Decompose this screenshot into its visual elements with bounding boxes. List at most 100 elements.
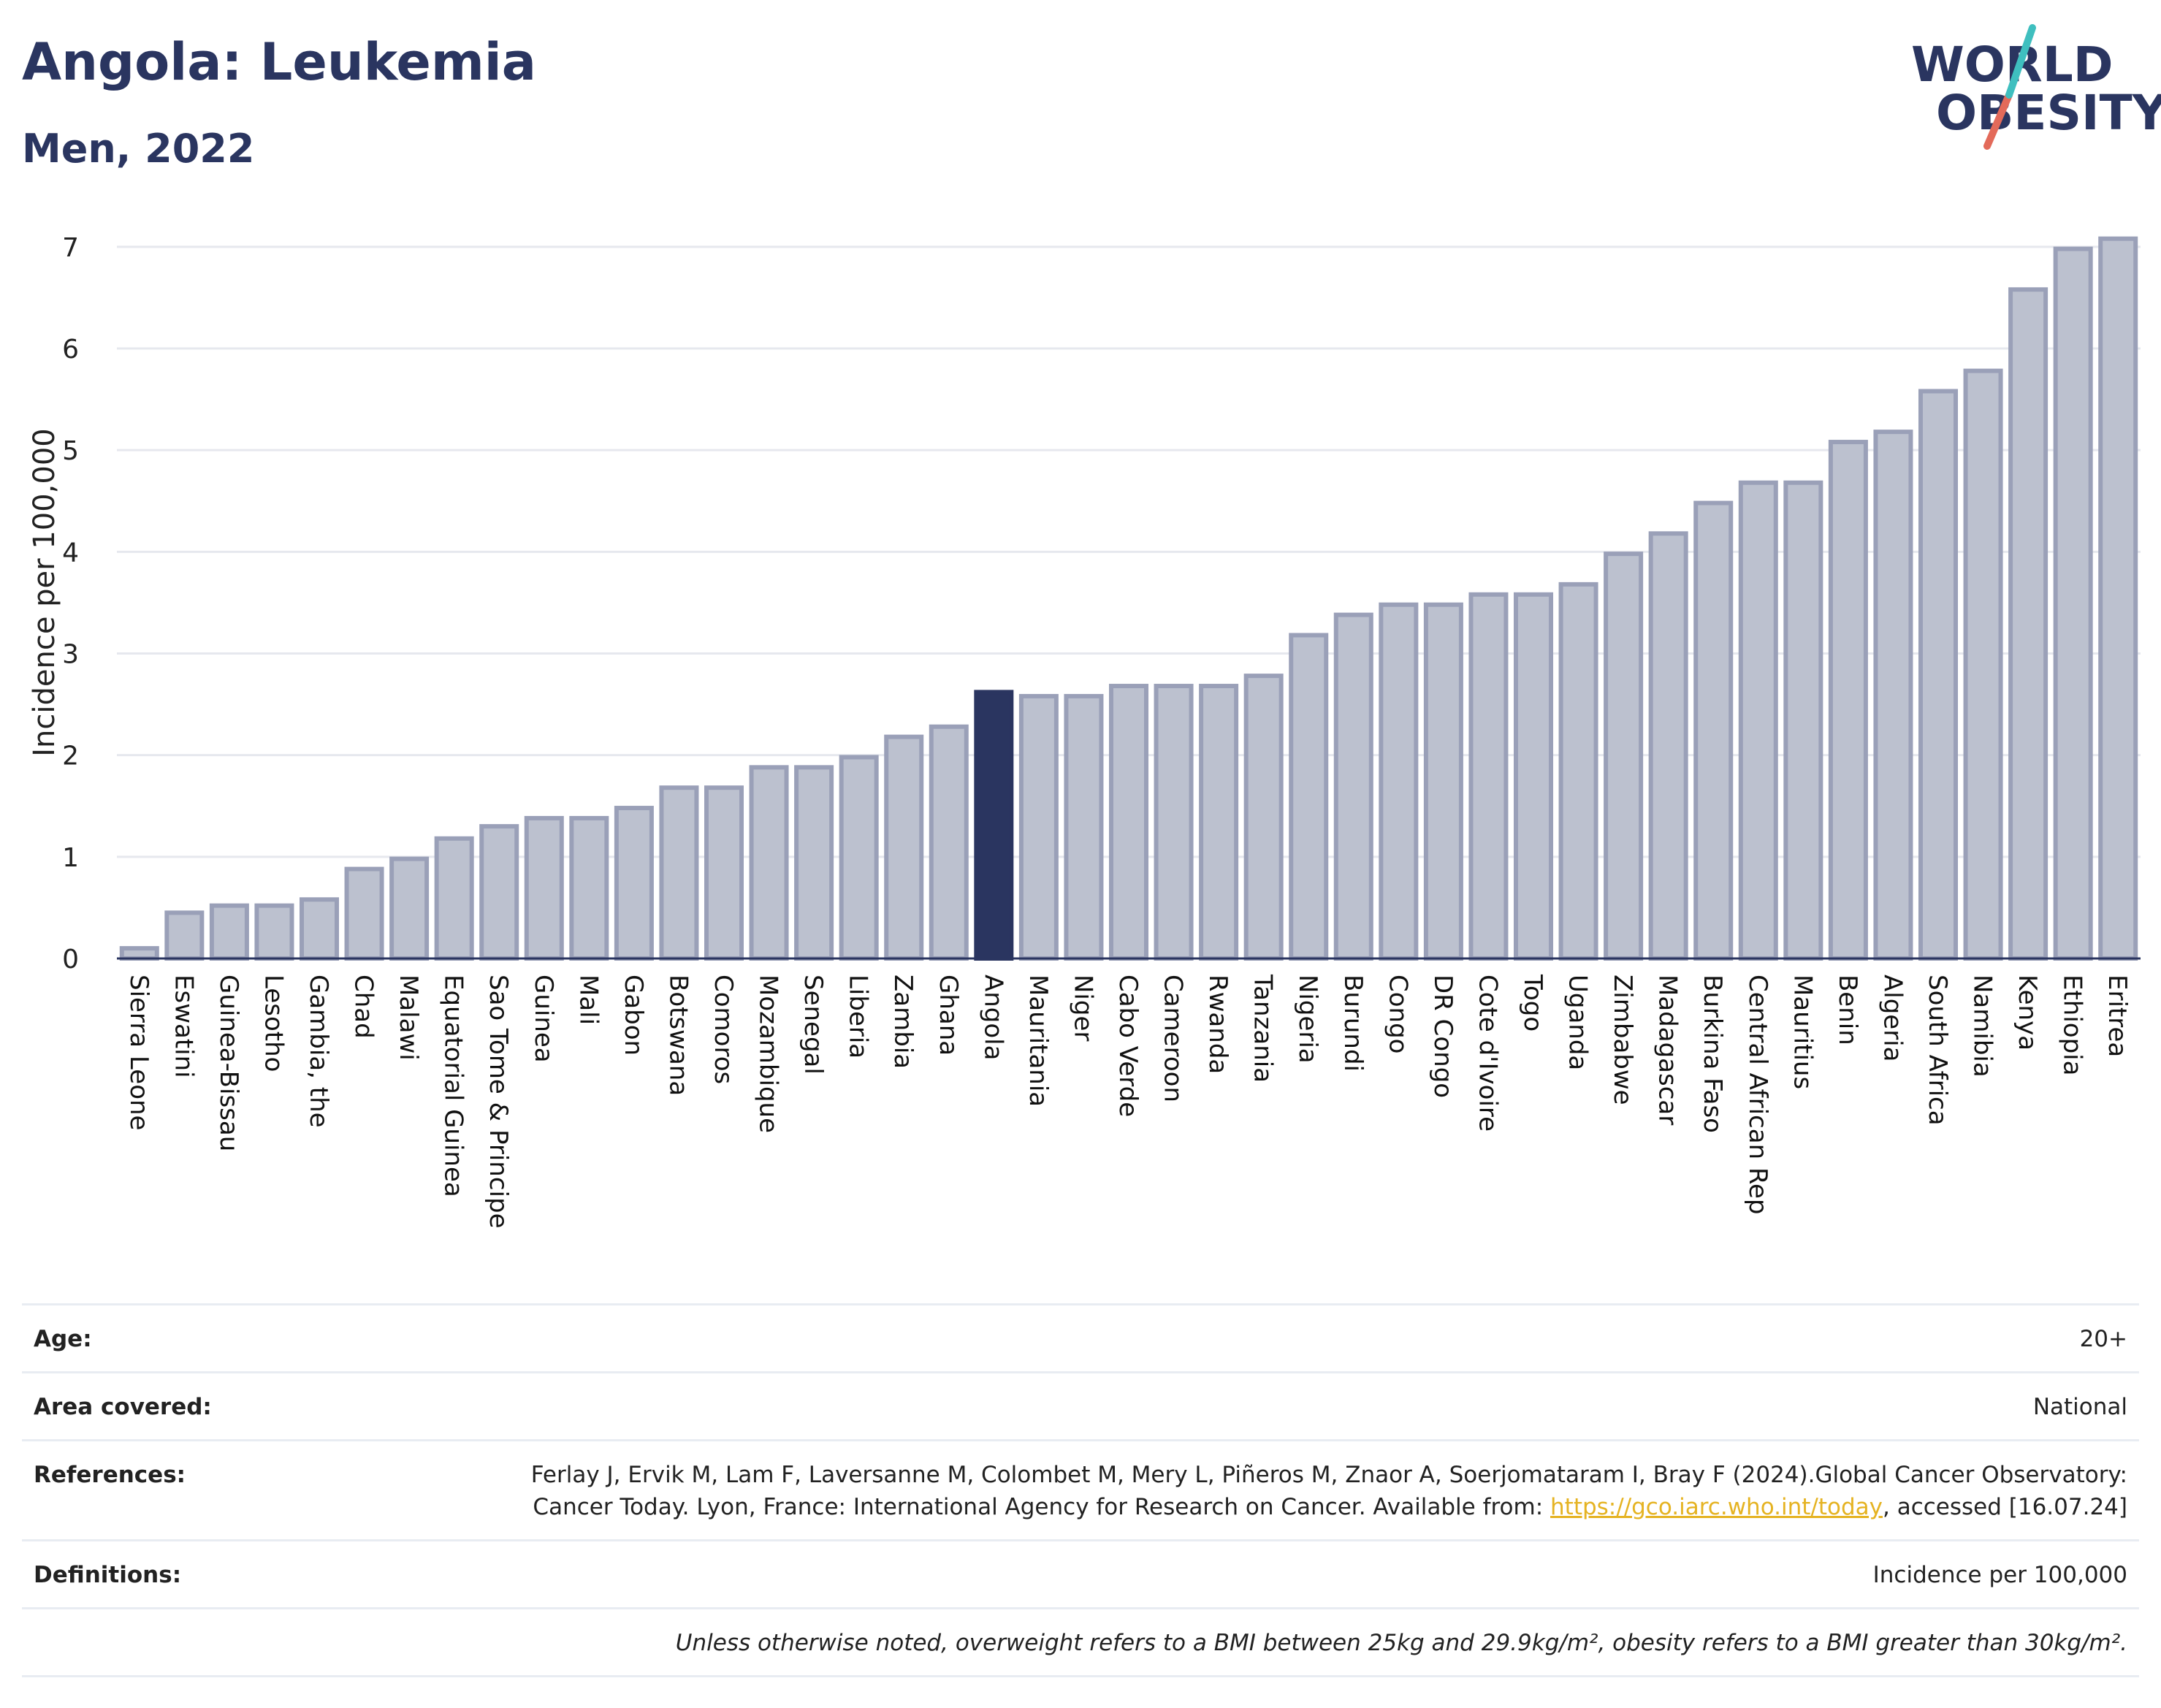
bar [1558, 582, 1598, 961]
x-category-label: Chad [349, 975, 378, 1039]
x-category-label: Ethiopia [2058, 975, 2087, 1075]
page-title: Angola: Leukemia [22, 32, 537, 92]
y-tick-label: 3 [62, 640, 79, 670]
y-tick-label: 6 [62, 335, 79, 365]
bar [1738, 480, 1778, 961]
age-value: 20+ [2079, 1326, 2127, 1352]
x-category-label: Eswatini [169, 975, 198, 1078]
x-category-label: Guinea-Bissau [214, 975, 243, 1151]
y-axis-ticks: 0 1 2 3 4 5 6 7 [62, 233, 79, 975]
bar [1963, 368, 2003, 961]
x-category-label: Comoros [709, 975, 738, 1084]
definitions-label: Definitions: [34, 1562, 182, 1588]
references-value: Ferlay J, Ervik M, Lam F, Laversanne M, … [472, 1459, 2127, 1523]
definitions-value: Incidence per 100,000 [1872, 1562, 2127, 1588]
x-category-label: Congo [1383, 975, 1412, 1053]
x-category-label: Lesotho [259, 975, 288, 1072]
bar [1333, 612, 1373, 961]
references-link[interactable]: https://gco.iarc.who.int/today [1550, 1494, 1883, 1520]
bar-chart: 0 1 2 3 4 5 6 7 Incidence per 100,000 Sierra Le… [28, 233, 2141, 1229]
x-category-label: Kenya [2013, 975, 2042, 1051]
bar [254, 903, 294, 961]
references-accessed: , accessed [16.07.24] [1882, 1494, 2127, 1520]
x-category-label: Uganda [1563, 975, 1593, 1070]
bar [1108, 684, 1149, 961]
bar [1018, 693, 1059, 961]
references-text: Ferlay J, Ervik M, Lam F, Laversanne M, … [530, 1462, 2127, 1520]
area-label: Area covered: [34, 1394, 212, 1420]
area-value: National [2032, 1394, 2127, 1420]
bar [1423, 602, 1463, 961]
bar [614, 806, 654, 961]
x-category-label: Botswana [663, 975, 693, 1096]
x-category-label: DR Congo [1428, 975, 1457, 1098]
age-row: Age: 20+ [22, 1303, 2139, 1371]
x-category-label: Eritrea [2103, 975, 2132, 1057]
x-category-label: Mali [573, 975, 603, 1025]
bar [659, 785, 699, 961]
x-category-label: Zambia [888, 975, 918, 1069]
bar [1693, 500, 1734, 961]
x-category-label: Niger [1068, 975, 1097, 1041]
bar [929, 724, 969, 961]
bar [1513, 592, 1554, 961]
x-category-label: Sierra Leone [124, 975, 153, 1130]
x-category-label: South Africa [1923, 975, 1952, 1126]
bar [1199, 684, 1239, 961]
x-category-label: Malawi [394, 975, 423, 1061]
definitions-row: Definitions: Incidence per 100,000 [22, 1539, 2139, 1607]
y-axis-label: Incidence per 100,000 [28, 428, 61, 757]
logo-line-2: OBESITY [1936, 85, 2161, 141]
x-category-label: Angola [978, 975, 1007, 1060]
x-category-label: Algeria [1878, 975, 1907, 1061]
bar [749, 765, 789, 961]
page-subtitle: Men, 2022 [22, 126, 255, 172]
bar [839, 755, 879, 961]
bar [884, 734, 924, 961]
bar [1873, 430, 1913, 961]
x-category-label: Cameroon [1159, 975, 1188, 1102]
bar [524, 815, 564, 961]
bar [479, 824, 519, 961]
chart-bars [119, 236, 2138, 961]
bar [299, 897, 340, 961]
x-category-label: Central African Rep [1743, 975, 1772, 1215]
references-row: References: Ferlay J, Ervik M, Lam F, La… [22, 1439, 2139, 1539]
x-category-label: Gabon [619, 975, 648, 1056]
world-obesity-logo: WORLD OBESITY [1907, 22, 2161, 153]
y-tick-label: 0 [62, 945, 79, 975]
x-category-label: Equatorial Guinea [439, 975, 468, 1197]
note-row: Unless otherwise noted, overweight refer… [22, 1607, 2139, 1677]
bar [1154, 684, 1194, 961]
x-category-label: Cabo Verde [1113, 975, 1143, 1117]
bar [1468, 592, 1509, 961]
bar [794, 765, 834, 961]
bar [1243, 674, 1284, 961]
x-category-label: Zimbabwe [1608, 975, 1637, 1105]
bmi-note: Unless otherwise noted, overweight refer… [675, 1630, 2127, 1656]
bar [164, 910, 205, 961]
bar [389, 856, 430, 961]
x-category-label: Rwanda [1203, 975, 1232, 1074]
x-category-label: Burundi [1338, 975, 1368, 1072]
bar [1604, 552, 1644, 961]
x-category-label: Sao Tome & Principe [484, 975, 513, 1229]
x-category-label: Senegal [799, 975, 828, 1075]
bar [569, 815, 609, 961]
bar [1289, 633, 1329, 961]
bar [1648, 531, 1688, 961]
bar [209, 903, 249, 961]
x-category-label: Togo [1518, 974, 1547, 1032]
bar-highlight [974, 690, 1014, 961]
y-tick-label: 4 [62, 538, 79, 568]
y-tick-label: 1 [62, 843, 79, 873]
x-axis-categories: Sierra Leone Eswatini Guinea-Bissau Lesotho… [124, 974, 2132, 1229]
y-tick-label: 5 [62, 436, 79, 466]
x-category-label: Mozambique [754, 975, 783, 1133]
x-category-label: Mauritius [1788, 975, 1817, 1089]
bar [2053, 246, 2093, 961]
x-category-label: Gambia, the [304, 975, 333, 1128]
area-row: Area covered: National [22, 1371, 2139, 1439]
bar [2008, 287, 2048, 961]
references-label: References: [34, 1462, 186, 1488]
